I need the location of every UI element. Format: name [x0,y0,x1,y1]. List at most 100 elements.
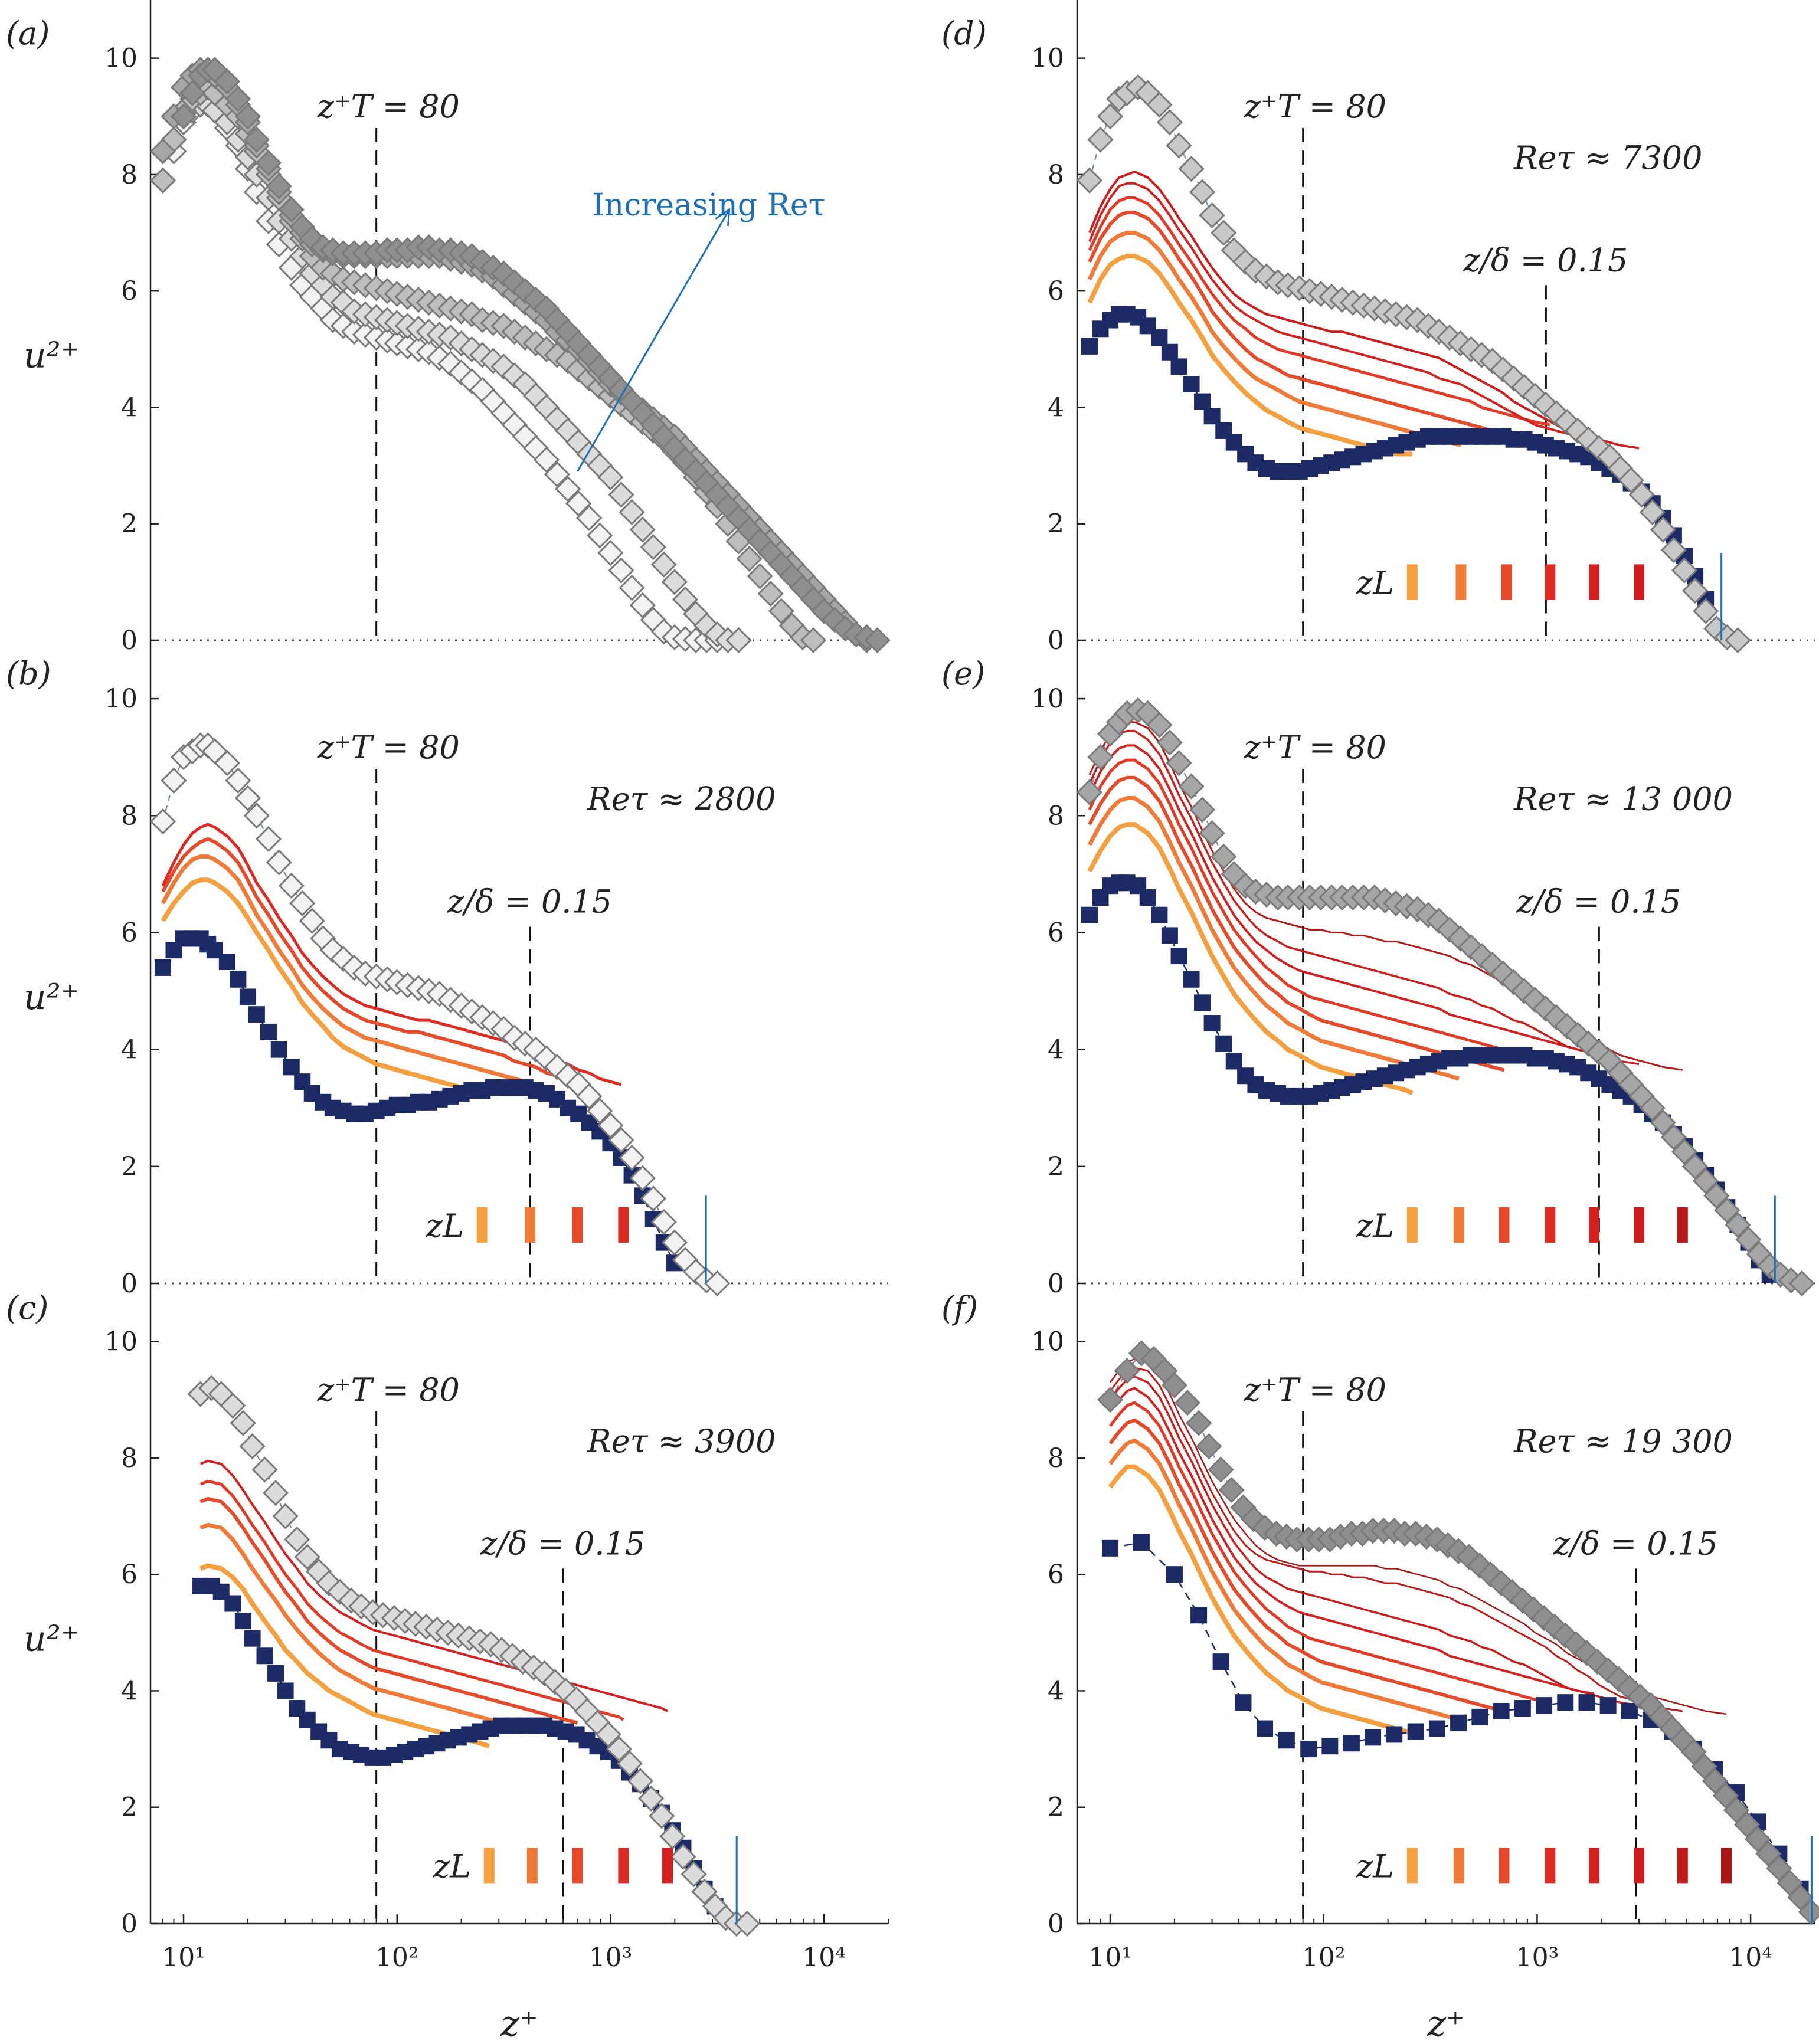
diamond-point [1766,1855,1792,1882]
y-tick-label: 6 [121,276,138,306]
profile-line-3 [1088,758,1550,1063]
data-point [278,196,305,223]
data-point [587,522,613,549]
zL-mark [1589,1848,1600,1884]
square-point [1170,358,1187,375]
y-tick-label: 6 [1048,1560,1064,1590]
profile-line-3 [199,1479,624,1721]
square-point [1151,906,1168,923]
square-point [1166,1566,1183,1583]
diamond-point [239,1433,266,1460]
square-point [1557,1694,1574,1711]
profile-line-1 [199,1522,533,1734]
zL-mark [526,1848,538,1884]
diamond-point [1156,729,1183,756]
diamond-point [1639,499,1666,526]
square-point [1407,1723,1424,1740]
square-point [270,1041,287,1058]
diamond-point [1628,481,1655,508]
re-tau-label: Reτ ≈ 19 300 [1513,1423,1733,1460]
square-point [248,1006,265,1023]
re-tau-label: Reτ ≈ 13 000 [1513,780,1733,817]
diamond-point [299,908,325,934]
diamond-point [1660,536,1687,564]
y-tick-label: 8 [121,1443,138,1473]
y-tick-label: 4 [1048,1035,1064,1065]
square-point [1343,1735,1360,1752]
square-point [1471,1708,1488,1725]
square-point [239,988,256,1005]
data-point [661,569,688,595]
zdelta-label: z/δ = 0.15 [480,1525,645,1562]
y-tick-label: 0 [121,625,138,656]
diamond-point [1639,1095,1666,1121]
zL-mark [1545,564,1556,600]
x-axis-label: z⁺ [1427,2003,1464,2044]
square-point [218,954,235,970]
diamond-point [1755,1840,1782,1867]
data-point [243,126,270,153]
profile-line-5 [1109,1375,1640,1706]
y-tick-label: 2 [1048,1793,1064,1823]
panel-label: (d) [941,15,987,52]
data-point [149,167,176,194]
y-tick-label: 2 [121,1152,138,1182]
panel-e: 0 2 4 6 8 10 (e) z⁺T = 80 z/δ = 0.15 Reτ ≈ 13 000… [941,640,1815,1299]
y-tick-label: 10 [1031,684,1064,714]
diamond-point [627,1768,654,1794]
square-point [1183,971,1200,988]
square-point [1599,1697,1617,1714]
zdelta-label: z/δ = 0.15 [1553,1525,1718,1562]
diamond-point [606,1735,632,1763]
square-point [1256,1720,1273,1737]
diamond-point [1671,1138,1698,1165]
data-point [597,539,624,566]
square-point [1428,1720,1445,1737]
square-point [1212,1653,1229,1670]
diamond-point [1196,1433,1222,1460]
diamond-point [661,1229,688,1256]
square-point [267,1665,284,1682]
profile-line-2 [199,1496,578,1725]
diamond-point [294,1544,320,1570]
square-point [256,1647,273,1665]
data-point [214,68,240,95]
diamond-point [1178,155,1205,182]
diamond-point [272,1503,299,1529]
re-tau-label: Reτ ≈ 2800 [587,780,776,817]
diamond-point [1618,467,1644,493]
zT-label: z⁺T = 80 [317,1371,460,1408]
diamond-point [1199,820,1225,847]
x-tick-label: 10⁴ [1729,1943,1772,1973]
x-axis-label: z⁺ [500,2003,538,2044]
data-point [533,447,560,473]
diamond-point [640,1185,666,1212]
zL-mark [1633,564,1644,600]
diamond-point [608,1127,634,1154]
square-point [244,1630,261,1647]
diamond-point [1745,1826,1771,1853]
profile-line-0 [1108,1464,1414,1737]
diamond-point [1681,578,1709,604]
diamond-point [1725,627,1751,654]
x-tick-label: 10² [375,1943,419,1973]
y-tick-label: 0 [121,1269,138,1299]
diamond-point [161,767,187,794]
zL-label: zL [433,1848,471,1885]
profile-line-3 [1088,196,1550,427]
square-point [1321,1738,1339,1755]
diamond-point [1174,1390,1200,1416]
diamond-point [1097,1387,1124,1413]
increasing-re-arrow [577,209,730,472]
data-point [266,173,292,199]
square-point [1514,1700,1531,1717]
diamond-point [1208,1456,1234,1483]
profile-line-0 [1087,254,1412,457]
y-tick-label: 6 [1048,276,1064,306]
profile-line-1 [161,854,536,1087]
diamond-point [734,1910,761,1937]
square-point [1365,1729,1382,1746]
diamond-point [1166,749,1192,777]
re-tau-label: Reτ ≈ 3900 [587,1423,776,1460]
